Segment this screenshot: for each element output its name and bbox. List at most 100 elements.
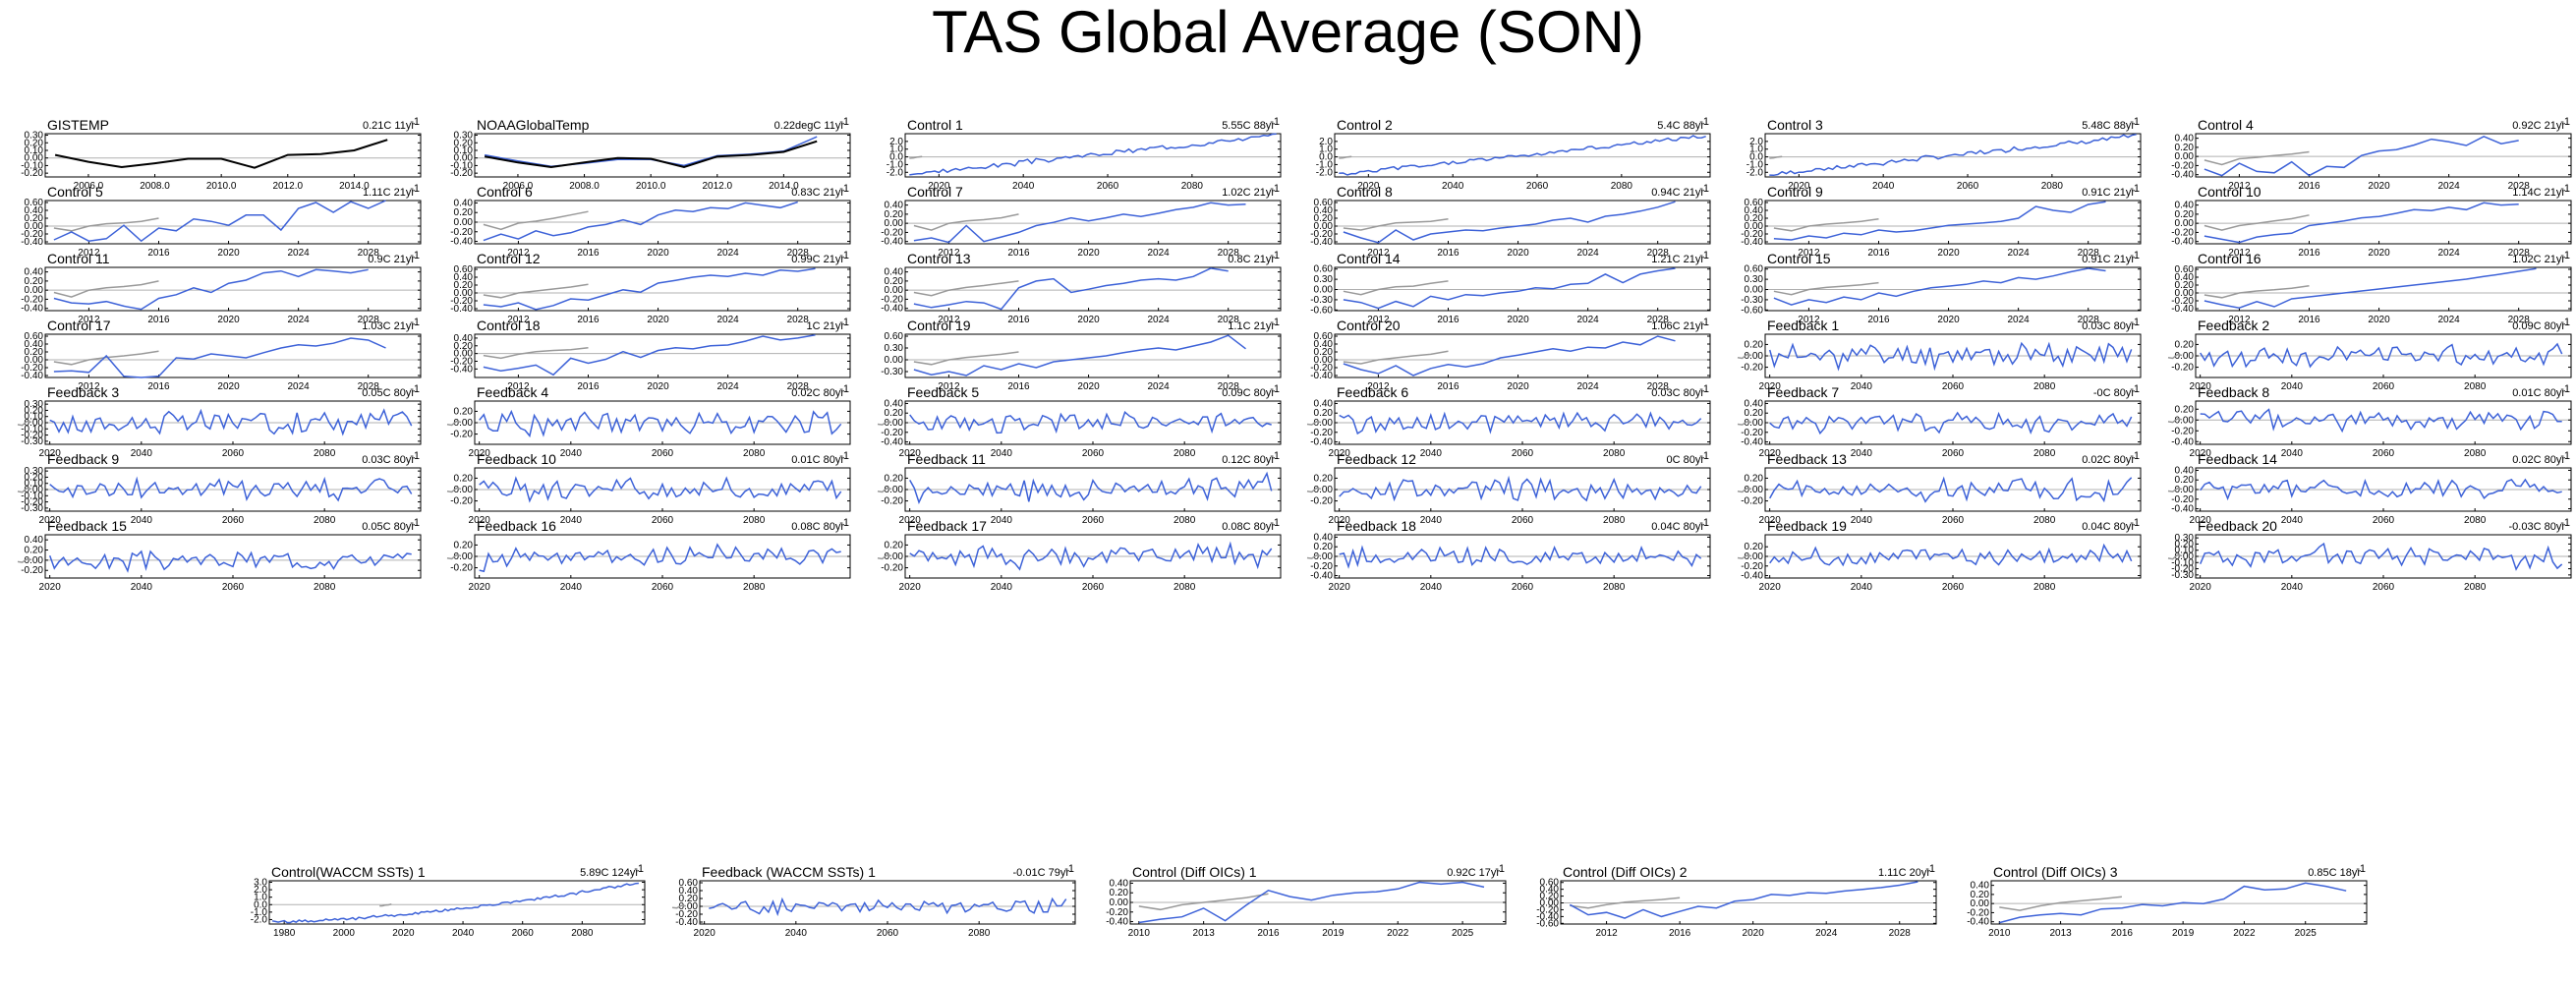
x-tick-label: 2028	[358, 381, 380, 392]
x-tick-label: 2028	[358, 315, 380, 325]
y-tick-label: 0.20	[1314, 408, 1334, 419]
y-tick-label: -0.40	[1310, 437, 1333, 448]
main-series-line	[909, 133, 1277, 176]
x-tick-label: 2028	[1218, 248, 1240, 259]
panel-trend: 1C 21yr	[806, 320, 844, 332]
y-tick-label: -0.40	[1310, 371, 1333, 381]
panel-title: Feedback 8	[2198, 384, 2269, 400]
panel-title: Feedback 17	[907, 518, 987, 534]
y-tick-label: -0.40	[2171, 504, 2194, 515]
x-tick-label: 2024	[288, 248, 311, 259]
x-tick-label: 2012	[507, 315, 530, 325]
x-tick-label: 2020	[1077, 381, 1100, 392]
x-tick-label: 2012	[2228, 248, 2251, 259]
x-tick-label: 2024	[1577, 248, 1600, 259]
x-tick-label: 2020	[2368, 181, 2390, 192]
overlay-series-line	[913, 280, 1019, 297]
chart-panel: Control 12 0.99C 21yr -1 0.60 0.40 0.20 0.00 -0…	[441, 250, 854, 325]
panel-title: Control 15	[1767, 251, 1831, 266]
y-tick-label: 0.20	[2175, 209, 2195, 220]
panel-title: Feedback 13	[1767, 451, 1847, 467]
chart-svg: Feedback 6 0.03C 80yr-10.400.200.00-0.20-…	[1306, 383, 1711, 459]
y-tick-label: 0.60	[1745, 264, 1764, 275]
y-tick-label: 0.00	[1745, 285, 1764, 296]
y-tick-label: 0.60	[1540, 878, 1560, 889]
x-tick-label: 2080	[2464, 515, 2487, 526]
panel-trend: 5.55C 88yr	[1222, 120, 1275, 132]
chart-svg: GISTEMP 0.21C 11yr-10.300.200.100.00-0.10…	[21, 116, 422, 192]
x-tick-label: 2080	[1174, 448, 1196, 459]
y-tick-label: 0.30	[454, 131, 474, 142]
chart-svg: Control 6 0.83C 21yr-10.400.200.00-0.20-0…	[450, 183, 851, 259]
plot-frame	[904, 133, 1282, 178]
chart-panel: Feedback 7 -0C 80yr -1 0.40 0.20 0.00 -0.20 -0.…	[1732, 383, 2145, 459]
panel-trend: 0.91C 21yr	[2082, 254, 2135, 265]
plot-frame	[904, 333, 1282, 378]
x-tick-label: 2012	[938, 381, 960, 392]
y-tick-label: -0.20	[881, 496, 903, 507]
chart-panel: Feedback 11 0.12C 80yr -1 0.20 0.00 -0.20 2020…	[872, 450, 1285, 526]
y-tick-label: 0.00	[454, 217, 474, 228]
panel-trend: 0.08C 80yr	[791, 521, 844, 533]
x-tick-label: 2020	[392, 928, 415, 939]
x-tick-label: 2040	[1442, 181, 1464, 192]
y-tick-label: -0.40	[881, 237, 903, 248]
x-tick-label: 2012	[2228, 181, 2251, 192]
y-tick-label: 0.20	[1745, 473, 1764, 484]
panel-trend-unit: -1	[839, 116, 849, 128]
x-tick-label: 2060	[1082, 448, 1105, 459]
x-tick-label: 2080	[2033, 381, 2056, 392]
y-tick-label: 0.00	[1745, 418, 1764, 429]
chart-panel: Feedback 12 0C 80yr -1 0.20 0.00 -0.20 2020 204…	[1301, 450, 1714, 526]
y-tick-label: -0.40	[2171, 237, 2194, 248]
y-tick-label: 0.60	[25, 198, 44, 208]
x-tick-label: 2060	[652, 448, 674, 459]
panel-trend: 0.01C 80yr	[791, 454, 844, 466]
y-tick-label: 0.00	[454, 153, 474, 164]
y-tick-label: 0.20	[25, 546, 44, 556]
panel-title: Feedback 7	[1767, 384, 1839, 400]
chart-panel: Feedback 1 0.03C 80yr -1 0.20 0.00 -0.20 2020 2…	[1732, 317, 2145, 392]
x-tick-label: 2060	[2373, 381, 2395, 392]
panel-trend-unit: -1	[839, 517, 849, 529]
panel-trend: 1.06C 21yr	[1651, 320, 1704, 332]
x-tick-label: 2024	[1148, 248, 1171, 259]
y-tick-label: 1.0	[889, 145, 903, 155]
y-tick-label: 0.40	[885, 267, 904, 278]
chart-panel: Feedback 9 0.03C 80yr -1 0.30 0.20 0.10 0.00 -0…	[12, 450, 425, 526]
y-tick-label: -0.20	[1310, 561, 1333, 572]
chart-svg: Feedback 17 0.08C 80yr-1 0.200.00-0.20 2020…	[877, 517, 1282, 593]
chart-svg: Control 1 5.55C 88yr-12.01.00.0-1.0-2.020…	[887, 116, 1282, 192]
x-tick-label: 2028	[358, 248, 380, 259]
y-tick-label: 0.40	[885, 201, 904, 211]
overlay-series-line	[1343, 218, 1449, 231]
main-series-line	[709, 897, 1067, 917]
chart-svg: Control 7 1.02C 21yr-10.400.200.00-0.20-0…	[881, 183, 1282, 259]
panel-trend: 0.01C 80yr	[2512, 387, 2565, 399]
panel-trend-unit: -1	[839, 250, 849, 261]
y-tick-label: -0.20	[881, 428, 903, 438]
overlay-series-line	[877, 553, 892, 560]
x-tick-label: 2016	[577, 315, 600, 325]
y-tick-label: 0.20	[454, 207, 474, 218]
y-tick-label: 0.00	[25, 555, 44, 566]
y-tick-label: -0.20	[1310, 428, 1333, 438]
y-tick-label: 0.20	[2175, 143, 2195, 153]
panel-title: Feedback 19	[1767, 518, 1847, 534]
y-tick-label: -0.20	[21, 168, 43, 179]
panel-trend: 0.99C 21yr	[791, 254, 844, 265]
panel-trend: 5.89C 124yr	[580, 867, 639, 879]
x-tick-label: 2060	[1957, 181, 1979, 192]
panel-title: Control 3	[1767, 117, 1823, 133]
y-tick-label: 1.0	[1749, 145, 1763, 155]
x-tick-label: 2016	[2111, 928, 2134, 939]
x-tick-label: 2013	[2049, 928, 2072, 939]
x-tick-label: 2020	[39, 582, 62, 593]
y-tick-label: -0.20	[450, 227, 473, 238]
panel-title: Feedback 18	[1337, 518, 1416, 534]
x-tick-label: 2016	[1007, 381, 1030, 392]
y-tick-label: -0.40	[1106, 917, 1128, 928]
y-tick-label: 0.20	[454, 280, 474, 291]
x-tick-label: 2028	[787, 381, 810, 392]
